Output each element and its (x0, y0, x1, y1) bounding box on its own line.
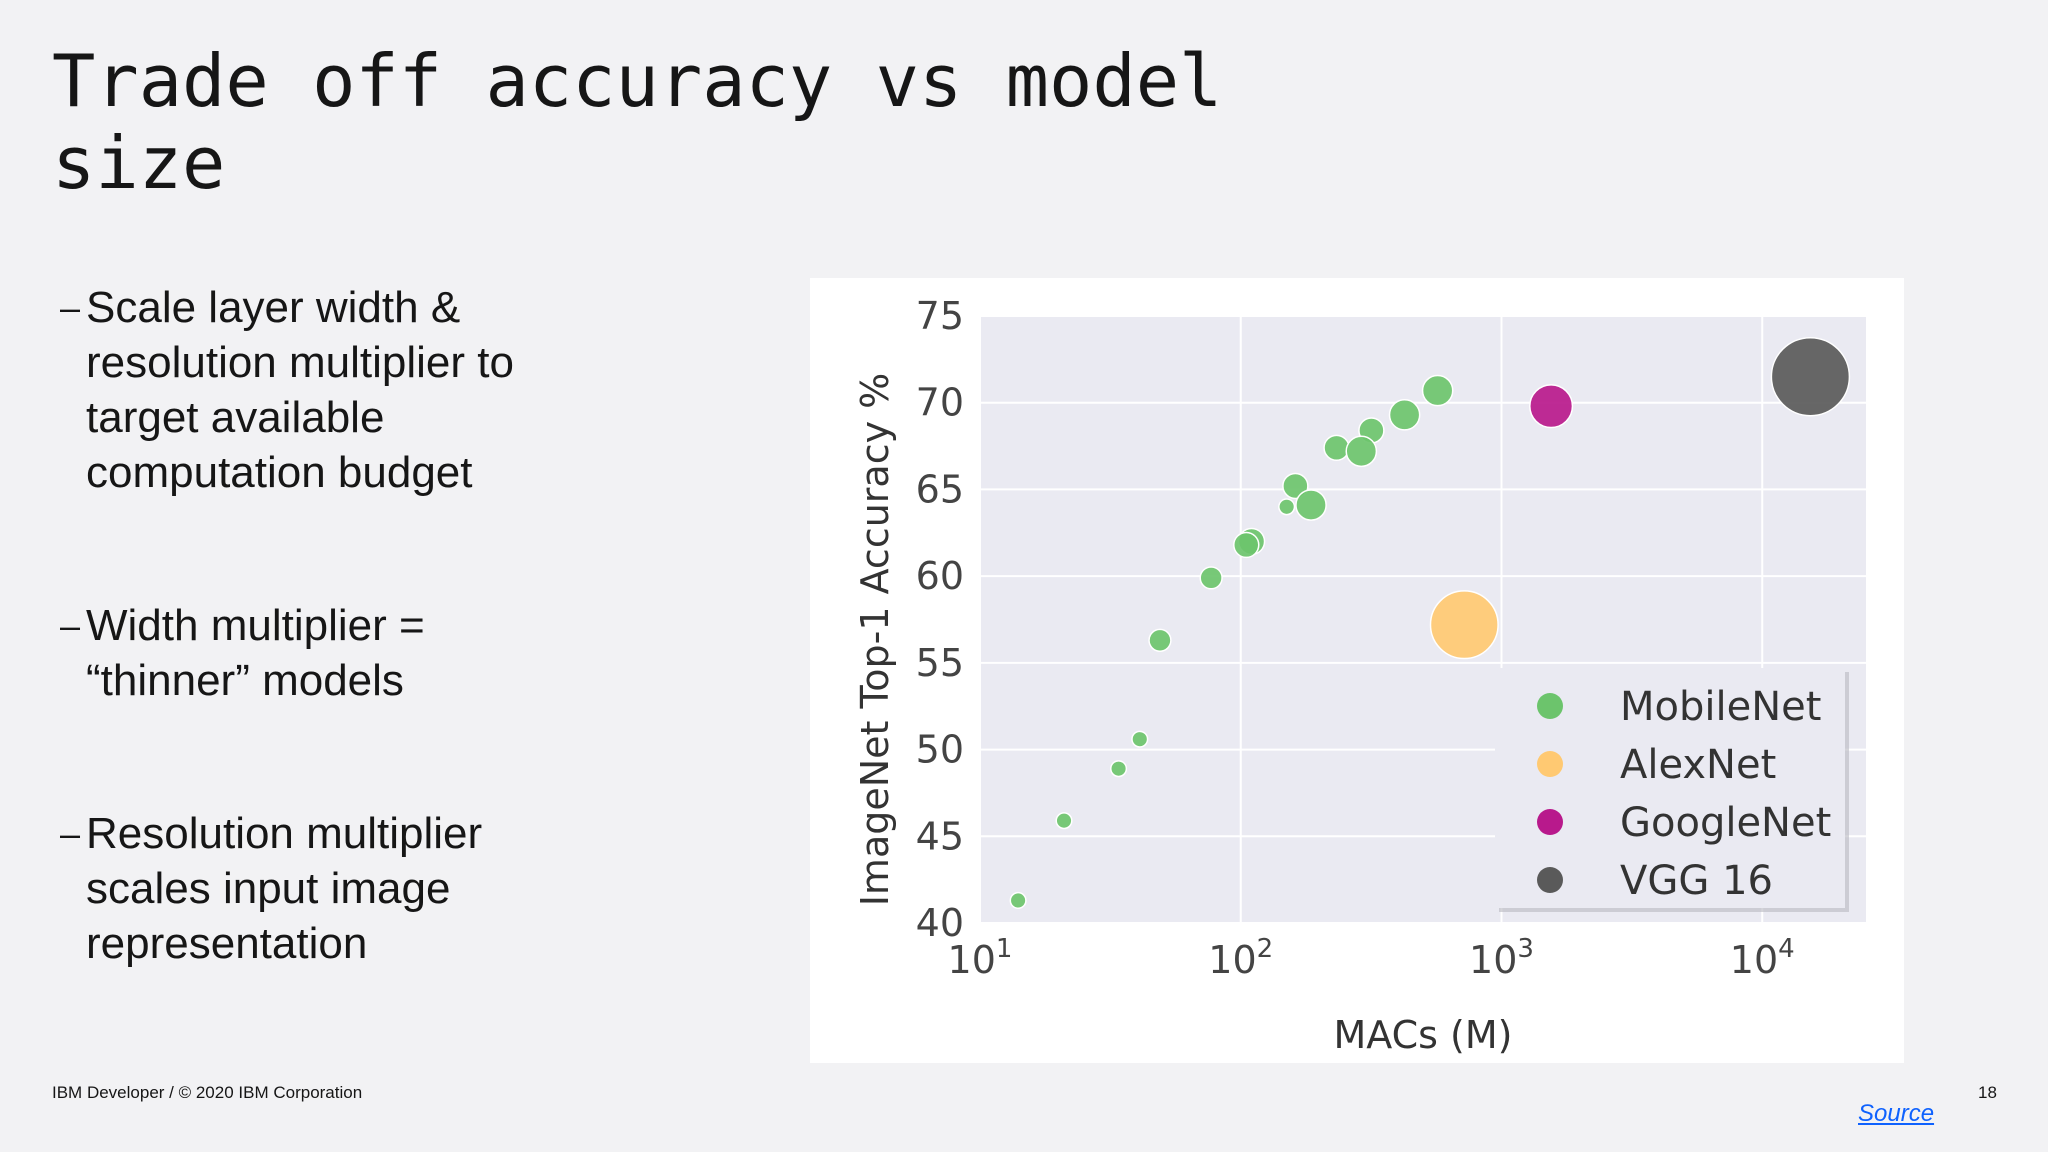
accuracy-vs-macs-chart: 40 45 50 55 60 65 70 75 101 102 103 104 MACs (M) Imag… (853, 294, 1866, 1057)
y-tick-label: 45 (916, 814, 964, 858)
bullet-marker: – (60, 287, 81, 328)
legend-marker (1537, 809, 1563, 835)
legend-marker (1537, 693, 1563, 719)
x-tick-label: 101 (948, 934, 1013, 982)
bullet-marker: – (60, 605, 81, 646)
y-tick-label: 75 (916, 294, 964, 338)
data-point-vgg-16 (1770, 336, 1851, 417)
bullet-item: – Scale layer width & resolution multipl… (60, 280, 580, 500)
y-tick-label: 55 (916, 641, 964, 685)
page-number: 18 (1978, 1083, 1997, 1102)
footer-copyright: IBM Developer / © 2020 IBM Corporation (52, 1083, 363, 1102)
data-point-mobilenet (1295, 489, 1327, 521)
y-tick-label: 40 (916, 901, 964, 945)
legend-label: GoogleNet (1620, 800, 1831, 846)
legend-marker (1537, 867, 1563, 893)
data-point-mobilenet (1282, 472, 1309, 500)
bullet-text: Resolution multiplier scales input image… (86, 809, 483, 968)
data-point-mobilenet (1323, 434, 1350, 462)
bullet-marker: – (60, 813, 81, 854)
data-point-mobilenet (1345, 435, 1378, 468)
x-tick-label: 103 (1469, 934, 1534, 982)
data-point-mobilenet (1278, 498, 1296, 516)
bullet-text: Width multiplier = “thinner” models (86, 601, 425, 705)
y-axis-label: ImageNet Top-1 Accuracy % (853, 373, 897, 907)
data-point-mobilenet (1233, 531, 1260, 559)
legend-label: AlexNet (1620, 742, 1776, 788)
legend-marker (1537, 751, 1563, 777)
data-point-alexnet (1429, 590, 1499, 660)
data-point-mobilenet (1131, 730, 1149, 748)
data-point-mobilenet (1388, 399, 1421, 431)
x-tick-label: 102 (1208, 934, 1273, 982)
bullet-list: – Scale layer width & resolution multipl… (60, 280, 580, 1069)
y-tick-label: 65 (916, 467, 964, 511)
source-link[interactable]: Source (1858, 1100, 1935, 1127)
data-point-googlenet (1529, 384, 1574, 429)
chart-card: 40 45 50 55 60 65 70 75 101 102 103 104 MACs (M) Imag… (810, 278, 1904, 1063)
slide-title: Trade off accuracy vs model size (52, 39, 1223, 205)
y-tick-label: 50 (916, 728, 964, 772)
bullet-item: – Width multiplier = “thinner” models (60, 598, 580, 708)
legend-label: VGG 16 (1620, 858, 1773, 904)
bullet-text: Scale layer width & resolution multiplie… (86, 283, 514, 497)
data-point-mobilenet (1110, 760, 1128, 778)
data-point-mobilenet (1199, 566, 1223, 590)
x-tick-label: 104 (1730, 934, 1795, 982)
data-point-mobilenet (1009, 891, 1027, 910)
legend-label: MobileNet (1620, 684, 1821, 730)
data-point-mobilenet (1421, 374, 1454, 407)
x-axis-label: MACs (M) (1334, 1013, 1513, 1057)
y-tick-label: 60 (916, 554, 964, 598)
data-point-mobilenet (1055, 812, 1073, 830)
y-tick-label: 70 (916, 381, 964, 425)
data-point-mobilenet (1148, 628, 1172, 652)
bullet-item: – Resolution multiplier scales input ima… (60, 806, 580, 971)
